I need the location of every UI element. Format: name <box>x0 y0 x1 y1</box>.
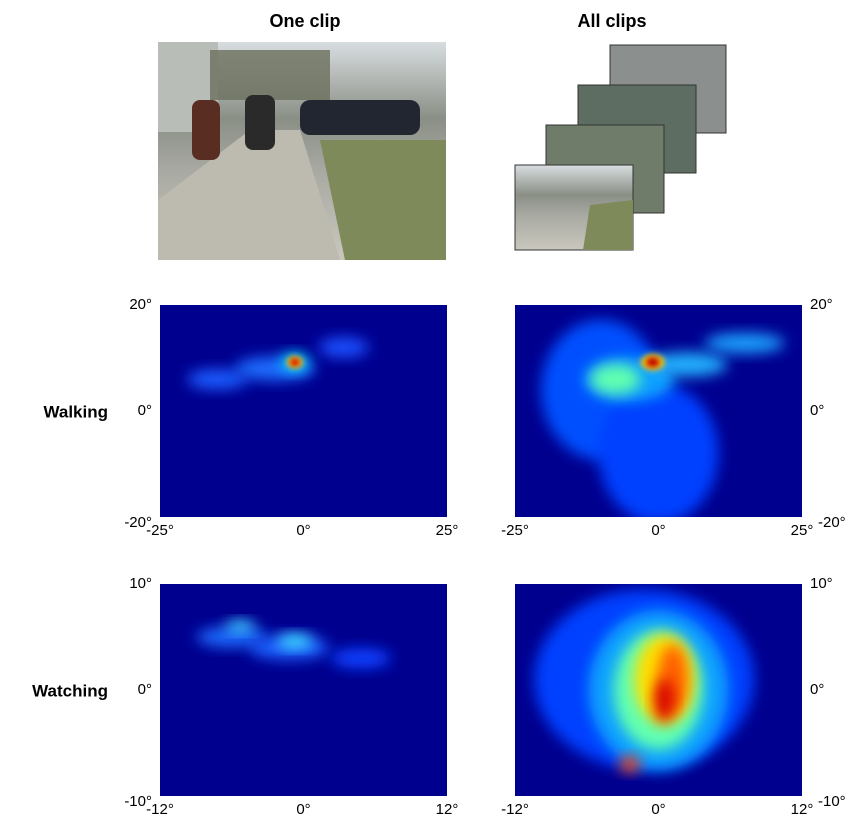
x-tick-label: -12° <box>146 801 174 818</box>
x-tick-label: 0° <box>296 801 310 818</box>
y-tick-label: 0° <box>138 402 152 419</box>
heat-blob <box>599 383 719 523</box>
column-title: One clip <box>269 11 340 31</box>
x-tick-label: -25° <box>501 522 529 539</box>
x-tick-label: 12° <box>791 801 814 818</box>
y-tick-label: 0° <box>138 681 152 698</box>
heatmap-background <box>160 584 447 796</box>
x-tick-label: 25° <box>436 522 459 539</box>
heatmap <box>515 305 802 523</box>
x-tick-label: 0° <box>296 522 310 539</box>
y-tick-label: 10° <box>810 575 833 592</box>
heatmap <box>515 584 802 796</box>
heat-blob <box>277 634 313 648</box>
y-tick-label: -10° <box>818 793 845 810</box>
heatmap-background <box>160 305 447 517</box>
x-tick-label: -12° <box>501 801 529 818</box>
y-tick-label: -20° <box>818 514 845 531</box>
x-tick-label: 0° <box>651 801 665 818</box>
row-label: Walking <box>43 402 108 421</box>
heatmap <box>160 305 447 517</box>
y-tick-label: 0° <box>810 681 824 698</box>
heat-blob <box>646 357 660 367</box>
x-tick-label: 25° <box>791 522 814 539</box>
clip-photo <box>158 42 446 260</box>
heat-blob <box>705 333 785 353</box>
row-label: Watching <box>32 681 108 700</box>
heat-blob <box>225 620 255 632</box>
y-tick-label: 20° <box>810 296 833 313</box>
heat-blob <box>290 358 300 366</box>
heat-blob <box>654 679 674 723</box>
heat-blob <box>331 648 391 668</box>
y-tick-label: 20° <box>129 296 152 313</box>
x-tick-label: 0° <box>651 522 665 539</box>
y-tick-label: 0° <box>810 402 824 419</box>
heat-blob <box>620 756 640 772</box>
x-tick-label: -25° <box>146 522 174 539</box>
heatmap <box>160 584 447 796</box>
heat-blob <box>319 337 369 357</box>
heat-blob <box>590 364 640 394</box>
column-title: All clips <box>577 11 646 31</box>
y-tick-label: 10° <box>129 575 152 592</box>
figure: One clip All clips Walking 20° 0° -20° -25° 0… <box>0 0 845 822</box>
x-tick-label: 12° <box>436 801 459 818</box>
clip-stack <box>515 45 726 250</box>
